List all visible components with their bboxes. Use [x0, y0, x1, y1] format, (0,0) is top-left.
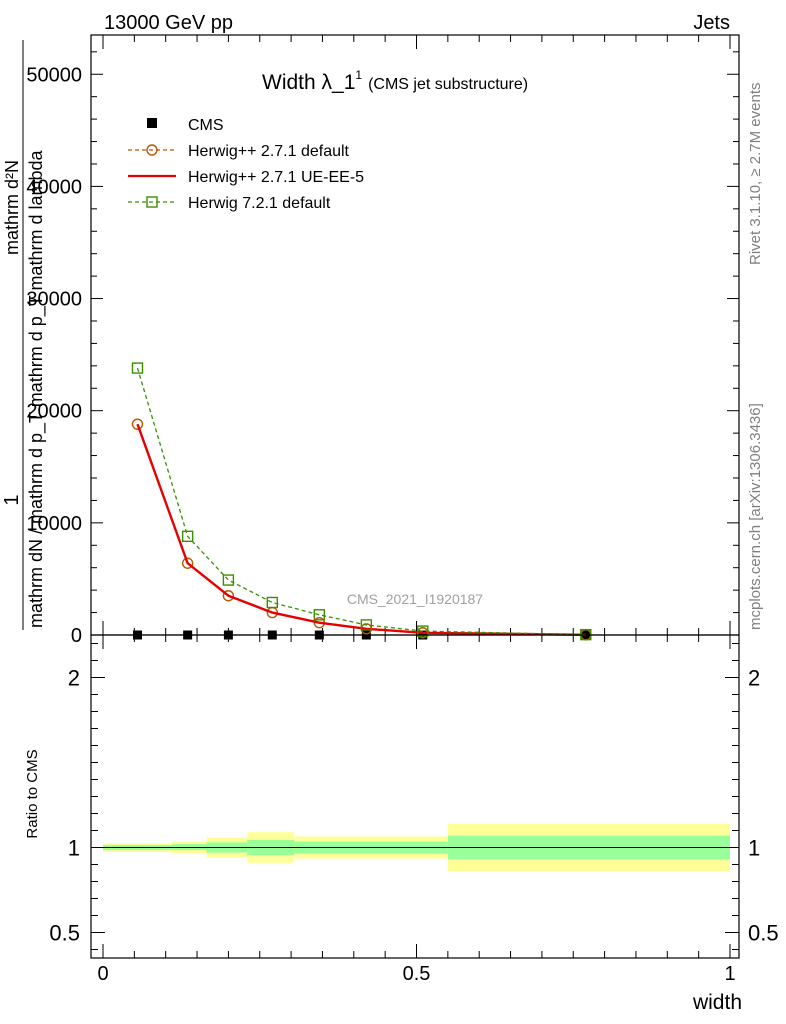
x-tick-label: 0 — [97, 963, 108, 985]
plot-title: Width λ_11 (CMS jet substructure) — [262, 68, 528, 94]
y-label-denominator: mathrm dN / mathrm d p_T mathrm d p_T ma… — [26, 150, 47, 628]
watermark-label: CMS_2021_I1920187 — [347, 591, 483, 607]
legend: CMS Herwig++ 2.7.1 default Herwig++ 2.7.… — [128, 117, 364, 212]
legend-label-herwigpp-ueee5: Herwig++ 2.7.1 UE-EE-5 — [188, 169, 364, 186]
main-y-axis-label: 1 mathrm dN / mathrm d p_T mathrm d p_T … — [1, 40, 47, 630]
ratio-y-tick-label-right: 0.5 — [748, 921, 779, 946]
data-point-herwig721 — [266, 596, 278, 609]
data-point-herwig721 — [181, 530, 194, 543]
main-y-tick-label: 30000 — [26, 289, 82, 311]
legend-marker-herwig721 — [146, 196, 158, 208]
x-tick-label: 0.5 — [403, 963, 431, 985]
legend-marker-cms — [147, 118, 157, 128]
x-tick-label: 1 — [724, 963, 735, 985]
main-y-tick-label: 20000 — [26, 401, 82, 423]
data-point-herwigpp_default — [222, 590, 235, 602]
main-y-tick-label: 50000 — [26, 64, 82, 86]
ratio-y-axis: 0.5 0.5 1 1 2 2 — [49, 643, 779, 950]
main-y-tick-label: 0 — [71, 625, 82, 647]
rivet-version-label: Rivet 3.1.10, ≥ 2.7M events — [747, 83, 764, 266]
ratio-x-axis: 0 0.5 1 — [97, 635, 736, 985]
data-point-herwigpp_default — [131, 418, 144, 430]
legend-label-herwig721: Herwig 7.2.1 default — [188, 195, 331, 212]
series-line-herwigpp_ueee5 — [136, 423, 586, 636]
y-label-top: mathrm d²N — [2, 160, 22, 255]
ratio-y-label: Ratio to CMS — [24, 749, 41, 838]
legend-label-cms: CMS — [188, 117, 224, 134]
legend-marker-herwigpp-default — [146, 144, 158, 156]
data-point-herwig721 — [417, 625, 429, 637]
data-point-herwig721 — [222, 574, 235, 586]
data-point-herwig721 — [360, 619, 373, 631]
series-line-herwig721 — [136, 367, 586, 636]
main-y-tick-label: 40000 — [26, 176, 82, 198]
ratio-plot-frame — [90, 634, 740, 959]
plot-title-sup: 1 — [355, 68, 362, 82]
plot-title-main: Width λ_1 — [262, 71, 355, 94]
mcplots-label: mcplots.cern.ch [arXiv:1306.3436] — [747, 403, 764, 630]
main-panel: 0 10000 20000 30000 40000 50000 CMS_2021_I192… — [1, 34, 740, 647]
process-label: Jets — [693, 12, 730, 34]
ratio-y-tick-label-right: 1 — [748, 836, 760, 861]
data-point-herwig721 — [313, 609, 326, 621]
legend-label-herwigpp-default: Herwig++ 2.7.1 default — [188, 143, 350, 160]
ratio-panel: 0.5 0.51 12 2 0 0.5 1 Ratio to CMS width — [24, 634, 779, 1014]
plot-title-sub: (CMS jet substructure) — [368, 76, 528, 93]
x-axis-label: width — [692, 991, 742, 1014]
ratio-y-tick-label: 2 — [68, 666, 80, 691]
y-label-numerator: 1 — [1, 494, 23, 505]
ratio-y-tick-label: 1 — [68, 836, 80, 861]
data-point-herwig721 — [131, 362, 144, 374]
main-y-axis: 0 10000 20000 30000 40000 50000 — [26, 51, 739, 647]
collision-energy-label: 13000 GeV pp — [104, 12, 233, 34]
ratio-y-tick-label: 0.5 — [49, 921, 80, 946]
main-y-tick-label: 10000 — [26, 513, 82, 535]
ratio-y-tick-label-right: 2 — [748, 666, 760, 691]
data-point-herwigpp_default — [181, 557, 194, 569]
